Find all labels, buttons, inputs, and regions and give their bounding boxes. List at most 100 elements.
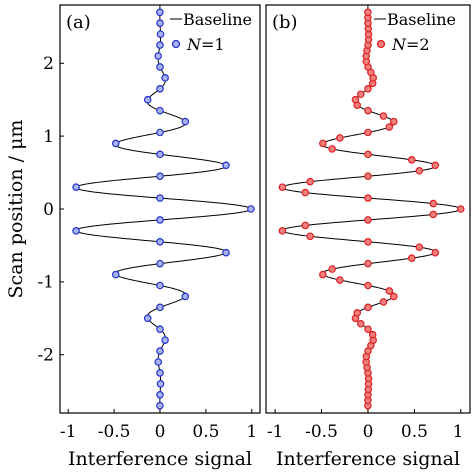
data-point-b [429,199,438,208]
legend-b-marker-swatch [376,39,386,49]
xtick-a-label: 0 [155,422,166,442]
data-point-b [364,106,372,115]
data-point-b [301,188,310,197]
ytick-label: -1 [37,273,54,293]
panel-a: (a) Baseline N=1 -1 -0.5 0 0.5 1 -2 [5,4,261,470]
data-point-a [143,314,152,323]
data-point-b [389,117,398,126]
data-point-a [156,347,164,355]
data-point-b [364,281,372,290]
data-point-a [161,74,169,82]
data-point-a [156,380,165,388]
ytick-label: -2 [37,346,54,366]
data-point-b [407,254,416,262]
data-point-a [111,139,120,148]
data-point-b [379,112,388,120]
panel-a-legend: Baseline N=1 [170,10,252,54]
panel-a-label: (a) [66,12,91,33]
data-point-b [407,156,416,164]
data-point-b [415,243,424,252]
data-point-b [456,205,465,213]
xtick-a-label: 0.5 [192,422,219,442]
panel-b-label: (b) [272,12,298,33]
panel-a-xticks: -1 -0.5 0 0.5 1 [60,409,257,442]
data-point-b [364,237,372,246]
xtick-b-label: 0 [363,422,374,442]
legend-b-baseline-label: Baseline [387,10,456,29]
data-point-b [385,123,394,131]
data-point-a [72,183,80,191]
x-axis-title-a: Interference signal [68,448,252,470]
data-point-b [301,221,310,230]
data-point-a [156,401,164,410]
data-point-b [364,259,372,268]
data-point-b [364,325,372,334]
data-point-b [364,303,372,312]
data-point-a [181,292,190,301]
data-point-a [156,63,164,71]
data-point-a [161,336,169,344]
data-point-b [385,287,394,295]
xtick-b-label: -0.5 [305,422,338,442]
data-point-b [431,161,440,170]
data-point-b [364,8,372,17]
x-axis-title-b: Interference signal [276,448,460,470]
data-point-b [319,139,327,148]
xtick-b-label: 0.5 [401,422,428,442]
data-point-a [156,150,164,159]
data-point-a [156,8,164,17]
data-point-a [72,227,80,235]
data-point-a [156,259,164,268]
data-point-a [111,270,120,279]
data-point-b [351,95,360,104]
data-point-b [306,232,314,241]
panel-b-legend: Baseline N=2 [374,10,456,54]
data-point-a [154,358,163,366]
panel-a-yticks: -2 -1 0 1 2 [37,54,64,366]
data-point-a [181,117,190,126]
xtick-b-label: 1 [453,422,464,442]
legend-a-marker-swatch [171,39,181,49]
data-point-a [156,19,164,28]
data-point-b [306,177,314,186]
data-point-a [156,41,164,49]
data-point-b [431,248,440,257]
data-point-a [154,52,163,60]
data-point-a [222,161,230,170]
data-point-b [364,150,372,159]
data-point-a [156,237,164,246]
data-point-b [319,270,327,279]
data-point-a [247,205,255,213]
legend-b-marker-label: N=2 [391,35,430,54]
xtick-a-label: -1 [60,422,77,442]
data-point-b [278,183,287,191]
data-point-b [336,134,344,142]
data-point-a [156,216,164,224]
data-point-b [364,84,372,93]
data-point-b [379,298,388,306]
panel-b: (b) Baseline N=2 -1 -0.5 0 0.5 1 Interfe… [265,4,471,470]
data-point-b [364,194,372,202]
legend-a-baseline-label: Baseline [183,10,252,29]
panel-b-plot [278,4,465,414]
data-point-b [336,276,344,284]
panel-a-plot [72,4,255,414]
data-point-a [156,390,164,399]
ytick-label: 0 [43,200,54,220]
data-point-a [156,194,164,202]
data-point-a [156,106,164,115]
data-point-a [156,30,165,38]
panel-b-xticks: -1 -0.5 0 0.5 1 [267,409,464,442]
xtick-b-label: -1 [267,422,284,442]
y-axis-title: Scan position / μm [5,120,27,299]
data-point-b [356,319,365,328]
data-point-b [328,265,336,273]
data-point-a [156,84,164,93]
data-point-a [156,172,164,181]
ytick-label: 1 [43,127,54,147]
data-point-b [278,227,287,235]
data-point-b [389,292,398,301]
data-point-b [429,210,438,219]
